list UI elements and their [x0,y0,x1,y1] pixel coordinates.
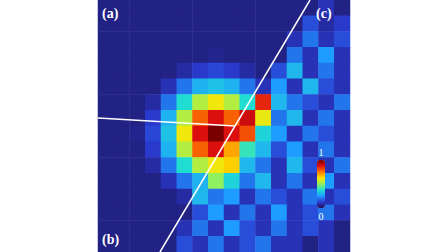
svg-text:(a): (a) [102,6,119,22]
svg-text:1: 1 [319,147,324,158]
svg-text:(c): (c) [316,6,332,22]
svg-text:0: 0 [319,211,324,222]
svg-text:(b): (b) [102,232,119,248]
